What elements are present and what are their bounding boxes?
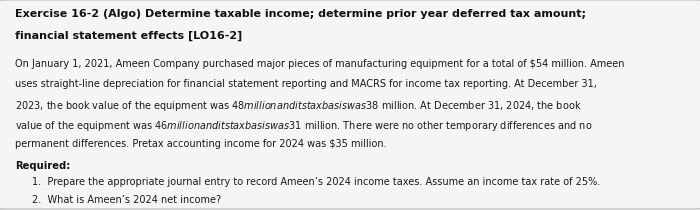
Text: Required:: Required: (15, 161, 71, 171)
Text: 2023, the book value of the equipment was $48 million and its tax basis was $38 : 2023, the book value of the equipment wa… (15, 99, 582, 113)
Text: 2.  What is Ameen’s 2024 net income?: 2. What is Ameen’s 2024 net income? (32, 195, 220, 205)
Text: uses straight-line depreciation for financial statement reporting and MACRS for : uses straight-line depreciation for fina… (15, 79, 597, 89)
Text: value of the equipment was $46 million and its tax basis was $31 million. There : value of the equipment was $46 million a… (15, 119, 593, 133)
Text: financial statement effects [LO16-2]: financial statement effects [LO16-2] (15, 30, 243, 41)
Text: On January 1, 2021, Ameen Company purchased major pieces of manufacturing equipm: On January 1, 2021, Ameen Company purcha… (15, 59, 625, 69)
Text: 1.  Prepare the appropriate journal entry to record Ameen’s 2024 income taxes. A: 1. Prepare the appropriate journal entry… (32, 177, 600, 188)
Text: permanent differences. Pretax accounting income for 2024 was $35 million.: permanent differences. Pretax accounting… (15, 139, 387, 149)
Text: Exercise 16-2 (Algo) Determine taxable income; determine prior year deferred tax: Exercise 16-2 (Algo) Determine taxable i… (15, 9, 587, 20)
